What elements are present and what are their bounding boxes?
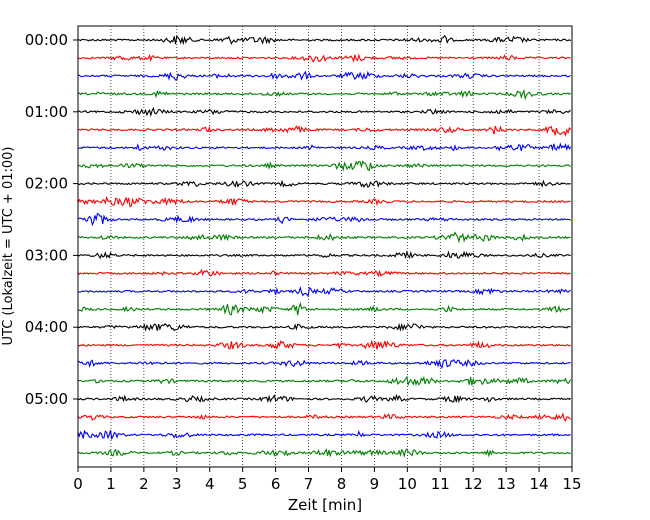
x-tick-label: 3 <box>172 475 182 493</box>
y-tick-label: 02:00 <box>25 175 68 193</box>
seismogram-trace <box>77 250 571 260</box>
x-tick-label: 9 <box>370 475 380 493</box>
x-tick-label: 10 <box>398 475 417 493</box>
plot-frame <box>77 25 573 468</box>
seismogram-trace <box>77 375 572 387</box>
seismogram-trace <box>77 301 571 316</box>
seismogram-trace <box>77 125 572 137</box>
x-tick-label: 8 <box>337 475 347 493</box>
seismogram-traces <box>77 34 572 458</box>
x-tick-label: 15 <box>562 475 581 493</box>
seismogram-trace <box>77 179 571 189</box>
seismogram-trace <box>77 212 571 227</box>
x-tick-label: 7 <box>304 475 314 493</box>
grid-lines <box>110 26 540 467</box>
x-tick-label: 11 <box>431 475 450 493</box>
x-tick-label: 5 <box>238 475 248 493</box>
x-tick-label: 12 <box>464 475 483 493</box>
seismogram-trace <box>77 34 572 46</box>
x-tick-label: 14 <box>530 475 549 493</box>
x-tick-label: 4 <box>205 475 215 493</box>
x-tick-label: 6 <box>271 475 281 493</box>
seismogram-trace <box>77 322 571 332</box>
seismogram-trace <box>77 53 571 63</box>
seismogram-trace <box>77 268 572 278</box>
y-tick-label: 01:00 <box>25 103 68 121</box>
seismogram-trace <box>77 393 572 404</box>
y-axis-label: UTC (Lokalzeit = UTC + 01:00) <box>1 147 16 346</box>
seismogram-trace <box>77 412 572 422</box>
y-tick-label: 04:00 <box>25 318 68 336</box>
seismogram-trace <box>77 89 572 101</box>
x-tick-label: 13 <box>497 475 516 493</box>
x-tick-label: 1 <box>106 475 116 493</box>
y-axis-ticks: 00:00 01:00 02:00 03:00 04:00 05:00 <box>25 31 78 408</box>
x-tick-label: 2 <box>139 475 149 493</box>
seismogram-trace <box>77 106 571 118</box>
x-axis-ticks: 0 1 2 3 4 5 6 7 8 9 10 11 12 13 14 15 <box>73 467 582 493</box>
seismogram-trace <box>77 286 571 298</box>
seismogram-trace <box>77 447 571 458</box>
x-axis-label: Zeit [min] <box>288 496 362 514</box>
y-tick-label: 00:00 <box>25 31 68 49</box>
seismogram-trace <box>77 429 571 441</box>
seismogram-trace <box>77 339 572 350</box>
seismogram-trace <box>77 70 571 81</box>
y-tick-label: 05:00 <box>25 390 68 408</box>
seismogram-trace <box>77 142 572 152</box>
seismogram-trace <box>77 231 571 244</box>
seismogram-trace <box>77 358 571 369</box>
seismogram-trace <box>77 195 571 208</box>
x-tick-label: 0 <box>73 475 83 493</box>
seismogram-trace <box>77 160 571 172</box>
y-tick-label: 03:00 <box>25 246 68 264</box>
